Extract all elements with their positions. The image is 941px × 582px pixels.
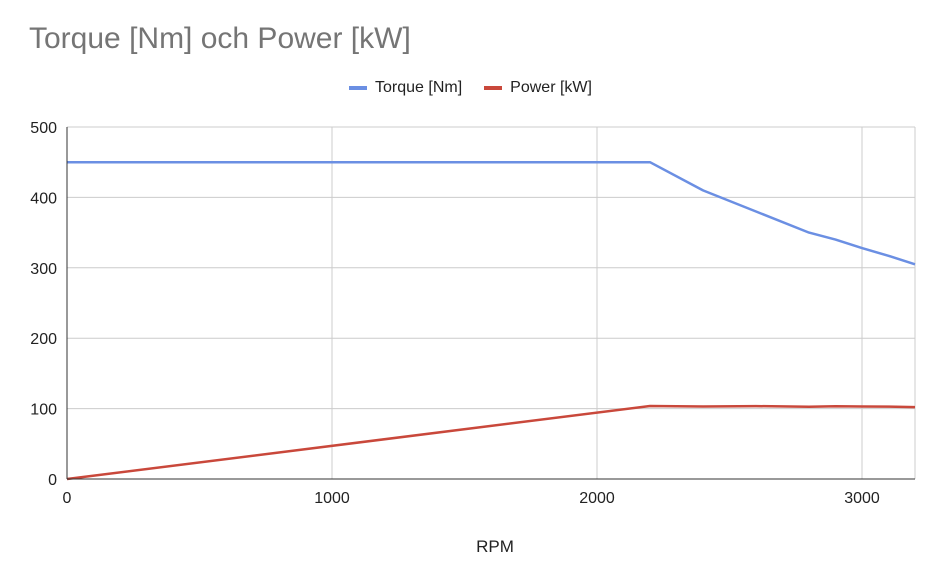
y-tick-label: 0 — [48, 472, 57, 489]
chart-title: Torque [Nm] och Power [kW] — [29, 22, 411, 55]
legend-item-power[interactable]: Power [kW] — [484, 79, 592, 97]
x-tick-label: 2000 — [579, 490, 615, 507]
legend-label-torque: Torque [Nm] — [375, 79, 463, 96]
legend-swatch-torque — [349, 86, 368, 90]
y-tick-label: 500 — [30, 120, 57, 137]
legend: Torque [Nm] Power [kW] — [0, 76, 941, 100]
series-lines — [66, 160, 916, 481]
tick-labels: 0 100 200 300 400 500 0 1000 2000 3000 — [30, 120, 880, 507]
x-tick-label: 1000 — [314, 490, 350, 507]
y-tick-label: 400 — [30, 190, 57, 207]
legend-swatch-power — [484, 86, 503, 90]
legend-item-torque[interactable]: Torque [Nm] — [349, 79, 462, 97]
x-axis-label: RPM — [476, 537, 514, 556]
series-line-torque[interactable] — [67, 160, 916, 266]
y-tick-label: 200 — [30, 331, 57, 348]
y-tick-label: 300 — [30, 261, 57, 278]
legend-label-power: Power [kW] — [510, 79, 592, 96]
x-tick-label: 0 — [63, 490, 72, 507]
x-tick-label: 3000 — [844, 490, 880, 507]
series-line-power[interactable] — [66, 404, 916, 481]
gridlines — [67, 126, 916, 479]
y-tick-label: 100 — [30, 402, 57, 419]
axes — [66, 127, 915, 480]
